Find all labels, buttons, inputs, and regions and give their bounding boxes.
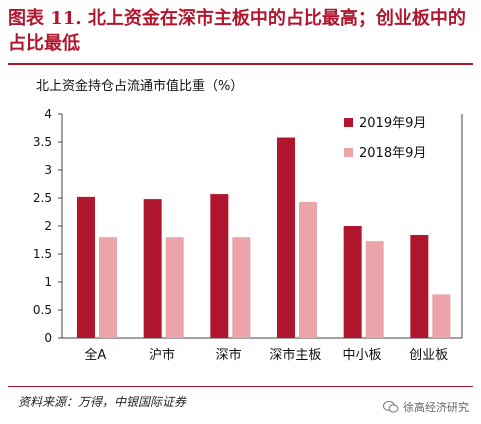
wechat-icon [383, 401, 399, 413]
y-tick-label: 1.5 [33, 247, 52, 261]
bar-series-1 [343, 226, 362, 338]
x-tick-label: 沪市 [149, 347, 175, 363]
bar-series-1 [410, 234, 429, 338]
watermark-text: 徐高经济研究 [403, 401, 469, 414]
title-divider [8, 63, 473, 65]
bar-series-2 [99, 237, 117, 338]
figure-title: 图表 11. 北上资金在深市主板中的占比最高；创业板中的占比最低 [8, 8, 466, 54]
watermark: 徐高经济研究 [383, 399, 469, 415]
legend-swatch [344, 118, 353, 127]
chart-bars [77, 137, 451, 338]
x-tick-label: 创业板 [409, 348, 448, 363]
bar-series-1 [210, 194, 229, 338]
source-divider [8, 386, 473, 387]
x-tick-label: 中小板 [342, 348, 381, 363]
legend-swatch [344, 148, 353, 157]
source-note: 资料来源：万得，中银国际证券 [18, 395, 187, 409]
bar-series-1 [77, 196, 95, 338]
bar-series-2 [432, 294, 451, 338]
x-tick-label: 深市 [216, 347, 242, 363]
chart-legend: 2019年9月 2018年9月 [344, 116, 426, 161]
x-tick-label: 全A [84, 347, 106, 363]
chart-axes: 0 0.5 1 1.5 2 2.5 3 3.5 4 [33, 107, 463, 345]
bar-series-2 [165, 237, 184, 338]
y-tick-label: 1 [44, 275, 52, 289]
y-tick-label: 3 [44, 163, 52, 177]
legend-label: 2019年9月 [359, 116, 426, 131]
y-tick-label: 2 [44, 219, 52, 233]
y-tick-label: 0 [44, 331, 52, 345]
bar-chart: 北上资金持仓占流通市值比重（%） 0 0.5 1 1.5 2 2.5 3 3.5 4 全A 沪市 深… [33, 78, 463, 363]
bar-series-2 [299, 201, 317, 338]
bar-series-2 [232, 237, 251, 338]
bar-series-2 [365, 241, 384, 338]
y-tick-label: 2.5 [33, 191, 52, 205]
x-tick-labels: 全A 沪市 深市 深市主板 中小板 创业板 [84, 347, 448, 363]
y-tick-label: 3.5 [33, 135, 52, 149]
x-tick-label: 深市主板 [269, 347, 321, 363]
bar-series-1 [277, 137, 295, 338]
y-tick-label: 0.5 [33, 303, 52, 317]
y-tick-label: 4 [44, 107, 52, 121]
bar-series-1 [143, 199, 162, 338]
legend-label: 2018年9月 [359, 146, 426, 161]
y-axis-label: 北上资金持仓占流通市值比重（%） [36, 78, 243, 94]
